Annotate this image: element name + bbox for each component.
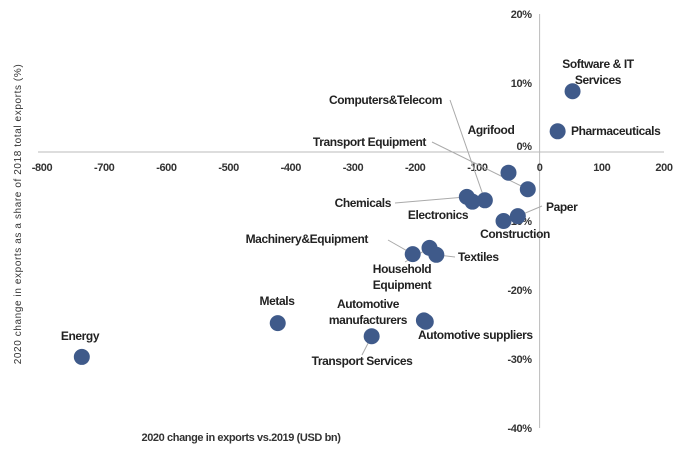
data-point <box>404 246 421 263</box>
data-point <box>417 313 434 330</box>
point-label: Energy <box>61 329 100 343</box>
data-point <box>549 123 566 140</box>
y-axis-label: 2020 change in exports as a share of 201… <box>13 64 24 365</box>
point-label: Pharmaceuticals <box>571 124 661 138</box>
point-label: manufacturers <box>329 313 408 327</box>
x-tick-label: -300 <box>343 162 364 174</box>
data-point <box>476 192 493 209</box>
y-tick-label: -30% <box>508 354 533 366</box>
x-tick-label: -700 <box>94 162 115 174</box>
point-label: Chemicals <box>335 196 392 210</box>
point-label: Computers&Telecom <box>329 93 442 107</box>
data-point <box>269 315 286 332</box>
point-label: Paper <box>546 200 578 214</box>
data-point <box>73 348 90 365</box>
x-tick-label: -600 <box>156 162 177 174</box>
x-tick-label: 0 <box>537 162 543 174</box>
point-label: Household <box>373 262 431 276</box>
data-point <box>500 164 517 181</box>
y-tick-label: 10% <box>511 78 532 90</box>
point-label: Electronics <box>408 208 469 222</box>
point-label: Equipment <box>373 278 432 292</box>
x-tick-label: 200 <box>655 162 672 174</box>
point-label: Services <box>575 73 622 87</box>
data-point <box>428 246 445 263</box>
point-label: Automotive suppliers <box>418 328 533 342</box>
point-label: Machinery&Equipment <box>246 232 369 246</box>
y-tick-label: -20% <box>508 285 533 297</box>
point-label: Metals <box>260 294 296 308</box>
leader-line <box>431 141 529 190</box>
point-label: Software & IT <box>562 57 635 71</box>
y-tick-label: 0% <box>516 141 532 153</box>
x-tick-label: -800 <box>32 162 53 174</box>
x-tick-label: -400 <box>281 162 302 174</box>
data-point <box>564 83 581 100</box>
point-label: Textiles <box>458 250 499 264</box>
point-label: Transport Equipment <box>313 135 426 149</box>
point-label: Automotive <box>337 297 400 311</box>
point-label: Construction <box>480 227 550 241</box>
data-point <box>363 328 380 345</box>
y-tick-label: 20% <box>511 9 532 21</box>
leader-line <box>449 99 486 201</box>
data-point <box>464 193 481 210</box>
x-tick-label: -500 <box>218 162 239 174</box>
x-tick-label: 100 <box>593 162 610 174</box>
data-point <box>519 181 536 198</box>
point-label: Agrifood <box>468 123 515 137</box>
y-tick-label: -40% <box>508 423 533 435</box>
point-label: Transport Services <box>312 354 414 368</box>
x-tick-label: -200 <box>405 162 426 174</box>
leader-line <box>394 196 467 204</box>
data-point <box>509 208 526 225</box>
x-axis-label: 2020 change in exports vs.2019 (USD bn) <box>142 432 342 444</box>
data-point <box>495 213 512 229</box>
